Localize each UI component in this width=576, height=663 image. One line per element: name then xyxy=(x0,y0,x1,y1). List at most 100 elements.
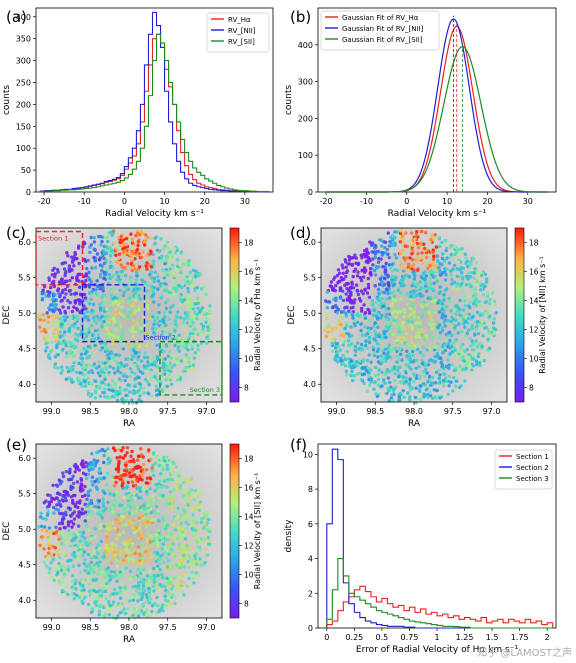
data-point xyxy=(141,581,145,585)
data-point xyxy=(325,290,329,294)
data-point xyxy=(147,593,152,597)
data-point xyxy=(410,328,414,332)
data-point xyxy=(208,313,212,317)
data-point xyxy=(120,479,125,483)
x-tick-label: 0 xyxy=(324,633,329,642)
data-point xyxy=(114,494,119,498)
data-point xyxy=(423,246,427,251)
data-point xyxy=(138,297,143,301)
data-point xyxy=(85,504,89,509)
data-point xyxy=(136,243,140,248)
data-point xyxy=(107,527,111,531)
data-point xyxy=(116,369,120,373)
data-point xyxy=(104,482,109,487)
data-point xyxy=(375,394,379,399)
data-point xyxy=(137,454,141,459)
data-point xyxy=(196,518,200,522)
data-point xyxy=(136,549,141,553)
data-point xyxy=(380,280,384,284)
data-point xyxy=(61,305,65,309)
data-point xyxy=(136,240,141,244)
data-point xyxy=(196,351,200,355)
data-point xyxy=(448,330,452,334)
data-point xyxy=(403,267,407,271)
y-tick-label: 5.5 xyxy=(18,274,31,283)
data-point xyxy=(458,298,462,303)
data-point xyxy=(134,271,139,275)
data-point xyxy=(463,379,467,383)
data-point xyxy=(140,594,144,598)
data-point xyxy=(415,241,420,246)
data-point xyxy=(113,319,117,324)
data-point xyxy=(191,523,195,527)
data-point xyxy=(336,308,341,312)
data-point xyxy=(132,491,136,496)
data-point xyxy=(371,345,375,349)
data-point xyxy=(85,310,90,314)
data-point xyxy=(141,584,146,588)
data-point xyxy=(199,287,204,291)
data-point xyxy=(151,355,155,359)
data-point xyxy=(197,538,201,542)
data-point xyxy=(50,340,54,345)
data-point xyxy=(384,312,389,316)
data-point xyxy=(378,282,382,287)
data-point xyxy=(104,251,108,255)
data-point xyxy=(367,295,372,299)
data-point xyxy=(418,350,423,355)
data-point xyxy=(53,275,57,279)
data-point xyxy=(148,496,153,501)
data-point xyxy=(377,292,381,296)
data-point xyxy=(383,246,387,250)
data-point xyxy=(183,501,187,505)
data-point xyxy=(102,579,107,583)
data-point xyxy=(82,312,87,316)
data-point xyxy=(427,359,431,363)
data-point xyxy=(367,256,371,261)
data-point xyxy=(89,554,94,559)
data-point xyxy=(372,387,376,391)
data-point xyxy=(152,276,157,281)
data-point xyxy=(408,256,412,260)
data-point xyxy=(105,307,109,311)
data-point xyxy=(464,283,469,287)
data-point xyxy=(45,505,50,509)
x-tick-label: 0.5 xyxy=(376,633,389,642)
data-point xyxy=(429,318,434,322)
data-point xyxy=(128,314,133,319)
data-point xyxy=(203,560,208,565)
data-point xyxy=(380,361,384,365)
data-point xyxy=(103,272,108,276)
data-point xyxy=(60,342,64,346)
data-point xyxy=(72,333,77,338)
data-point xyxy=(367,330,371,334)
data-point xyxy=(389,323,394,327)
data-point xyxy=(163,288,168,292)
data-point xyxy=(484,277,489,281)
data-point xyxy=(411,349,415,354)
data-point xyxy=(124,388,129,392)
data-point xyxy=(206,542,211,546)
data-point xyxy=(404,376,409,380)
data-point xyxy=(406,362,410,367)
data-point xyxy=(416,267,420,271)
data-point xyxy=(167,552,171,556)
data-point xyxy=(156,528,160,533)
data-point xyxy=(91,578,96,582)
data-point xyxy=(427,261,432,265)
data-point xyxy=(156,287,160,292)
data-point xyxy=(148,316,152,321)
data-point xyxy=(100,516,105,520)
data-point xyxy=(92,588,96,593)
data-point xyxy=(72,354,76,358)
x-tick-label: -10 xyxy=(360,197,373,206)
data-point xyxy=(131,598,136,602)
data-point xyxy=(190,346,194,350)
data-point xyxy=(130,551,134,556)
data-point xyxy=(165,467,169,471)
data-point xyxy=(464,334,468,338)
data-point xyxy=(104,506,108,511)
data-point xyxy=(426,380,430,384)
data-point xyxy=(126,315,130,319)
data-point xyxy=(418,374,422,378)
